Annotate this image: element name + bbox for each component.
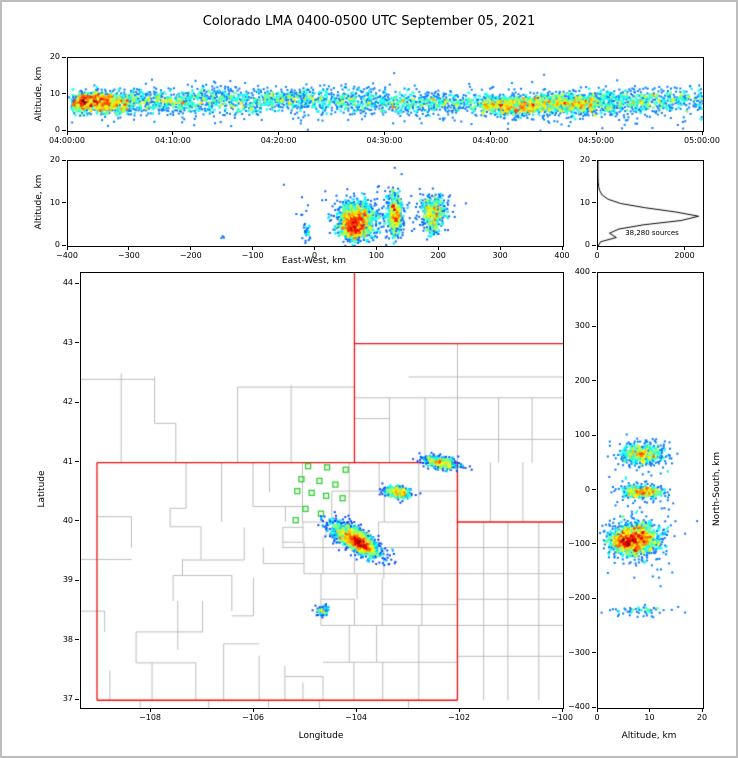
x-tick-label: 2000 <box>674 251 695 260</box>
x-tick-label: −200 <box>179 251 202 260</box>
y-tick-mark <box>592 380 596 382</box>
map-y-axis-label: Latitude <box>37 470 47 508</box>
y-tick-mark <box>62 93 66 94</box>
map-panel <box>80 272 564 709</box>
y-tick-label: 10 <box>49 88 60 98</box>
y-tick-mark <box>592 652 596 654</box>
x-tick-label: −300 <box>117 251 140 260</box>
x-tick-label: 100 <box>368 251 385 260</box>
y-tick-mark <box>592 325 596 327</box>
y-tick-mark <box>592 159 596 161</box>
x-tick-label: −400 <box>56 251 78 260</box>
north-south-height-panel <box>597 272 704 709</box>
y-tick-mark <box>75 401 79 403</box>
y-tick-label: 20 <box>49 52 60 61</box>
x-tick-label: −100 <box>551 713 573 722</box>
ew-panel-y-axis-label: Altitude, km <box>34 174 44 230</box>
y-tick-label: −400 <box>568 702 590 711</box>
y-tick-label: 0 <box>54 240 60 249</box>
x-tick-label: 04:20:00 <box>260 136 297 145</box>
y-tick-mark <box>62 56 66 58</box>
y-tick-label: 44 <box>62 278 73 288</box>
y-tick-label: 0 <box>584 240 590 249</box>
y-tick-mark <box>592 706 596 708</box>
x-tick-label: 04:30:00 <box>366 136 403 145</box>
y-tick-label: −200 <box>568 593 590 603</box>
y-tick-label: 38 <box>62 634 73 644</box>
x-tick-label: 0 <box>594 251 600 260</box>
time-height-panel <box>67 57 704 132</box>
y-tick-label: 20 <box>579 155 590 164</box>
y-tick-mark <box>75 461 79 463</box>
y-tick-mark <box>62 129 66 131</box>
ns-panel-y-axis-label: North-South, km <box>712 451 722 527</box>
y-tick-label: 0 <box>54 125 60 134</box>
y-tick-mark <box>592 202 596 203</box>
x-tick-label: −104 <box>345 713 368 722</box>
y-tick-mark <box>62 202 66 203</box>
y-tick-mark <box>592 244 596 246</box>
y-tick-label: 400 <box>574 267 590 276</box>
y-tick-label: 37 <box>62 694 73 704</box>
y-tick-label: 41 <box>62 456 73 466</box>
y-tick-mark <box>75 282 79 284</box>
sources-count-label: 38,280 sources <box>625 229 679 237</box>
y-tick-label: 10 <box>49 197 60 207</box>
y-tick-mark <box>592 597 596 599</box>
north-south-height-plot <box>598 273 703 708</box>
y-tick-label: −100 <box>568 538 590 548</box>
x-tick-label: 200 <box>430 251 446 260</box>
x-tick-label: −100 <box>241 251 264 260</box>
y-tick-mark <box>75 579 79 581</box>
y-tick-mark <box>592 434 596 436</box>
x-tick-label: 0 <box>594 713 600 722</box>
map-x-axis-label: Longitude <box>298 731 344 741</box>
y-tick-label: 100 <box>574 430 590 440</box>
x-tick-label: −108 <box>139 713 162 722</box>
y-tick-mark <box>75 342 79 344</box>
y-tick-label: 10 <box>579 197 590 207</box>
y-tick-mark <box>592 271 596 273</box>
x-tick-label: −106 <box>242 713 265 722</box>
y-tick-mark <box>62 159 66 161</box>
x-tick-label: 04:00:00 <box>49 136 85 145</box>
y-tick-mark <box>75 520 79 522</box>
y-tick-label: 39 <box>62 575 73 585</box>
y-tick-mark <box>592 543 596 545</box>
y-tick-label: 200 <box>574 375 590 385</box>
y-tick-label: 40 <box>62 515 73 525</box>
x-tick-label: 400 <box>554 251 570 260</box>
time-panel-y-axis-label: Altitude, km <box>34 66 44 122</box>
x-tick-label: 20 <box>696 713 708 722</box>
y-tick-label: 20 <box>49 155 60 164</box>
x-tick-label: 04:50:00 <box>578 136 615 145</box>
y-tick-label: 300 <box>574 321 590 331</box>
y-tick-mark <box>592 489 596 490</box>
y-tick-label: 43 <box>62 337 73 347</box>
figure-title: Colorado LMA 0400-0500 UTC September 05,… <box>202 14 536 29</box>
ns-panel-x-axis-label: Altitude, km <box>621 731 677 741</box>
y-tick-mark <box>75 698 79 700</box>
y-tick-mark <box>75 639 79 641</box>
time-height-plot <box>68 58 703 131</box>
y-tick-label: 0 <box>584 484 590 494</box>
ew-panel-x-axis-label: East-West, km <box>281 256 347 266</box>
x-tick-label: 04:40:00 <box>472 136 509 145</box>
altitude-histogram-plot <box>598 161 703 246</box>
map-plot <box>81 273 563 708</box>
x-tick-label: 300 <box>492 251 508 260</box>
x-tick-label: 05:00:00 <box>684 136 720 145</box>
east-west-height-panel <box>67 160 564 247</box>
y-tick-mark <box>62 244 66 246</box>
altitude-histogram-panel <box>597 160 704 247</box>
east-west-height-plot <box>68 161 563 246</box>
x-tick-label: −102 <box>448 713 470 722</box>
x-tick-label: 10 <box>644 713 655 722</box>
x-tick-label: 04:10:00 <box>154 136 191 145</box>
y-tick-label: 42 <box>62 397 73 407</box>
y-tick-label: −300 <box>568 647 590 657</box>
